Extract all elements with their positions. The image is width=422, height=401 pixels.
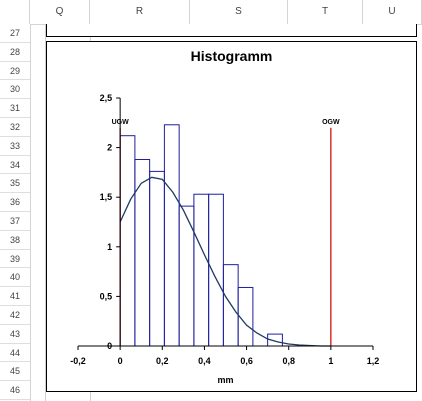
row-header-33[interactable]: 33 xyxy=(0,137,30,156)
histogram-bar xyxy=(163,124,180,347)
row-header-40[interactable]: 40 xyxy=(0,268,30,288)
x-tick-label: 0,8 xyxy=(282,356,295,366)
histogram-bar xyxy=(208,193,224,347)
row-header-44[interactable]: 44 xyxy=(0,344,30,363)
row-header-35[interactable]: 35 xyxy=(0,174,30,194)
y-tick-label: 1,5 xyxy=(100,192,113,202)
x-tick-label: -0,2 xyxy=(70,356,86,366)
y-tick-label: 1 xyxy=(107,242,112,252)
normal-distribution-curve xyxy=(119,176,331,347)
column-header-r[interactable]: R xyxy=(90,0,190,24)
row-header-41[interactable]: 41 xyxy=(0,287,30,306)
previous-chart-edge[interactable] xyxy=(46,24,417,37)
y-tick-label: 0,5 xyxy=(100,291,113,301)
row-header-46[interactable]: 46 xyxy=(0,381,30,400)
row-header-43[interactable]: 43 xyxy=(0,325,30,344)
row-header-31[interactable]: 31 xyxy=(0,99,30,118)
x-tick-label: 0,2 xyxy=(156,356,169,366)
x-tick-label: 0,4 xyxy=(198,356,211,366)
y-tick-label: 2,5 xyxy=(100,93,113,103)
row-header-39[interactable]: 39 xyxy=(0,250,30,269)
histogram-bar xyxy=(149,170,165,347)
row-header-30[interactable]: 30 xyxy=(0,80,30,100)
x-tick-label: 0 xyxy=(118,356,123,366)
x-tick-label: 1,2 xyxy=(367,356,380,366)
select-all-corner[interactable] xyxy=(0,0,30,24)
histogram-bar xyxy=(193,193,210,347)
column-header-t[interactable]: T xyxy=(288,0,363,24)
histogram-bar xyxy=(119,135,136,347)
y-tick-label: 0 xyxy=(107,341,112,351)
row-header-45[interactable]: 45 xyxy=(0,362,30,382)
histogram-bar xyxy=(134,159,151,347)
y-tick-label: 2 xyxy=(107,143,112,153)
chart-title: Histogramm xyxy=(190,48,273,64)
row-header-36[interactable]: 36 xyxy=(0,193,30,212)
column-header-s[interactable]: S xyxy=(190,0,288,24)
row-header-28[interactable]: 28 xyxy=(0,43,30,62)
histogram-chart[interactable] xyxy=(46,41,417,392)
row-header-34[interactable]: 34 xyxy=(0,156,30,175)
row-header-37[interactable]: 37 xyxy=(0,212,30,231)
row-header-32[interactable]: 32 xyxy=(0,118,30,137)
gridline xyxy=(45,24,46,401)
x-tick-label: 0,6 xyxy=(240,356,253,366)
x-axis-label: mm xyxy=(217,375,233,385)
row-header-38[interactable]: 38 xyxy=(0,231,30,250)
row-header-27[interactable]: 27 xyxy=(0,24,30,43)
row-header-42[interactable]: 42 xyxy=(0,306,30,325)
column-header-q[interactable]: Q xyxy=(30,0,90,24)
x-tick-label: 1 xyxy=(328,356,333,366)
limit-label-ogw: OGW xyxy=(322,119,340,126)
row-header-bar: 27 28 29 30 31 32 33 34 35 36 37 38 39 40 41 42 43 44 45 46 xyxy=(0,24,31,401)
row-header-29[interactable]: 29 xyxy=(0,62,30,81)
